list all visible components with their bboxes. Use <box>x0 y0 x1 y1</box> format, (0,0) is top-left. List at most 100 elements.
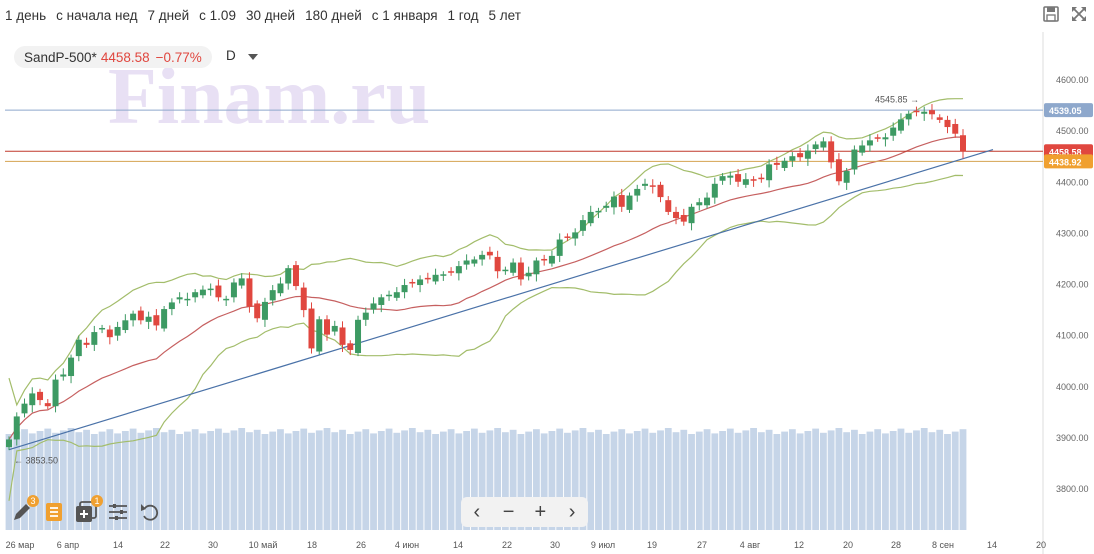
candle-body <box>727 175 734 178</box>
volume-bar <box>176 434 184 530</box>
period-link[interactable]: 30 дней <box>245 8 296 23</box>
x-tick-label: 14 <box>453 540 463 550</box>
candle-body <box>378 297 385 305</box>
y-tick-label: 4200.00 <box>1056 280 1089 290</box>
candle-body <box>928 110 935 115</box>
candle-body <box>510 262 517 273</box>
x-tick-label: 27 <box>697 540 707 550</box>
volume-bar <box>936 429 944 530</box>
volume-bar <box>323 428 331 530</box>
volume-bar <box>494 428 502 530</box>
volume-bar <box>680 429 688 530</box>
volume-bar <box>455 433 463 530</box>
x-tick-label: 14 <box>987 540 997 550</box>
volume-bar <box>362 429 370 530</box>
volume-bar <box>424 429 432 530</box>
volume-bar <box>595 429 602 530</box>
candle-body <box>122 320 129 331</box>
zoom-out-button[interactable]: − <box>502 501 515 523</box>
volume-bar <box>897 428 905 530</box>
volume-bar <box>308 432 315 530</box>
candle-body <box>572 232 579 239</box>
instrument-chip[interactable]: SandP-500* 4458.58 −0.77% <box>14 46 212 68</box>
settings-tool[interactable] <box>106 500 130 524</box>
volume-bar <box>152 428 160 530</box>
candle-body <box>230 282 237 298</box>
volume-bar <box>517 434 525 530</box>
candle-body <box>626 195 633 210</box>
add-indicator-tool[interactable]: 1 <box>74 495 103 524</box>
settings-sliders-icon <box>109 504 127 520</box>
candle-body <box>199 289 206 296</box>
period-link[interactable]: 7 дней <box>147 8 190 23</box>
pencil-tool[interactable]: 3 <box>10 495 39 524</box>
volume-bar <box>742 430 750 530</box>
zoom-in-button[interactable]: + <box>534 501 547 523</box>
period-selector[interactable]: D <box>226 48 236 63</box>
reference-label: 4438.92 <box>1049 157 1082 167</box>
candle-body <box>316 319 323 352</box>
volume-bar <box>905 432 913 530</box>
candle-body <box>324 319 330 335</box>
instrument-change: −0.77% <box>155 49 202 65</box>
volume-bar <box>160 432 168 530</box>
period-link[interactable]: с 1 января <box>371 8 438 23</box>
scroll-right-button[interactable]: › <box>568 501 576 523</box>
period-link[interactable]: 1 день <box>5 8 47 23</box>
chevron-down-icon[interactable] <box>248 54 258 60</box>
x-tick-label: 26 <box>356 540 366 550</box>
volume-bar <box>67 428 75 530</box>
candle-body <box>649 185 656 187</box>
volume-bar <box>238 428 246 530</box>
volume-bar <box>129 428 137 530</box>
y-tick-label: 4600.00 <box>1056 75 1089 85</box>
candle-body <box>261 301 268 320</box>
volume-bar <box>509 429 517 530</box>
period-link[interactable]: 180 дней <box>305 8 362 23</box>
candle-body <box>696 202 703 206</box>
volume-bar <box>548 431 556 530</box>
candle-body <box>417 279 424 286</box>
candle-body <box>362 312 369 320</box>
save-icon[interactable] <box>1042 5 1060 23</box>
candle-body <box>804 150 811 159</box>
period-link[interactable]: 5 лет <box>488 8 521 23</box>
volume-bar <box>408 428 416 530</box>
candle-body <box>828 141 835 163</box>
candle-body <box>347 343 354 350</box>
instrument-name: SandP-500* <box>24 49 97 65</box>
candle-body <box>719 176 726 181</box>
x-tick-label: 30 <box>208 540 218 550</box>
candle-body <box>83 342 90 345</box>
volume-bar <box>819 432 827 530</box>
candle-body <box>642 183 648 186</box>
candle-body <box>91 332 98 345</box>
expand-icon[interactable] <box>1070 5 1088 23</box>
candle-body <box>610 196 617 208</box>
reference-label-bg <box>1044 154 1093 169</box>
period-link[interactable]: 1 год <box>447 8 479 23</box>
list-tool[interactable] <box>42 500 66 524</box>
volume-bar <box>253 429 261 530</box>
volume-bar <box>827 430 835 530</box>
volume-bar <box>773 434 781 530</box>
candle-body <box>921 111 928 114</box>
undo-tool[interactable] <box>138 500 162 524</box>
scroll-left-button[interactable]: ‹ <box>473 501 481 523</box>
period-link[interactable]: с 1.09 <box>199 8 236 23</box>
candle-body <box>766 164 773 181</box>
period-link[interactable]: с начала нед <box>56 8 138 23</box>
volume-bar <box>246 432 253 530</box>
chart-nav: ‹ − + › <box>461 497 588 527</box>
volume-bar <box>269 431 277 530</box>
candle-body <box>176 297 183 300</box>
candle-body <box>494 256 501 272</box>
candle-body <box>448 271 455 273</box>
volume-bar <box>944 434 951 530</box>
volume-bar <box>734 432 742 530</box>
volume-bar <box>486 430 494 530</box>
candle-body <box>711 183 718 198</box>
candle-body <box>680 214 687 222</box>
price-chart[interactable]: Finam.ru3800.003900.004000.004100.004200… <box>0 32 1094 554</box>
candle-body <box>579 220 586 231</box>
